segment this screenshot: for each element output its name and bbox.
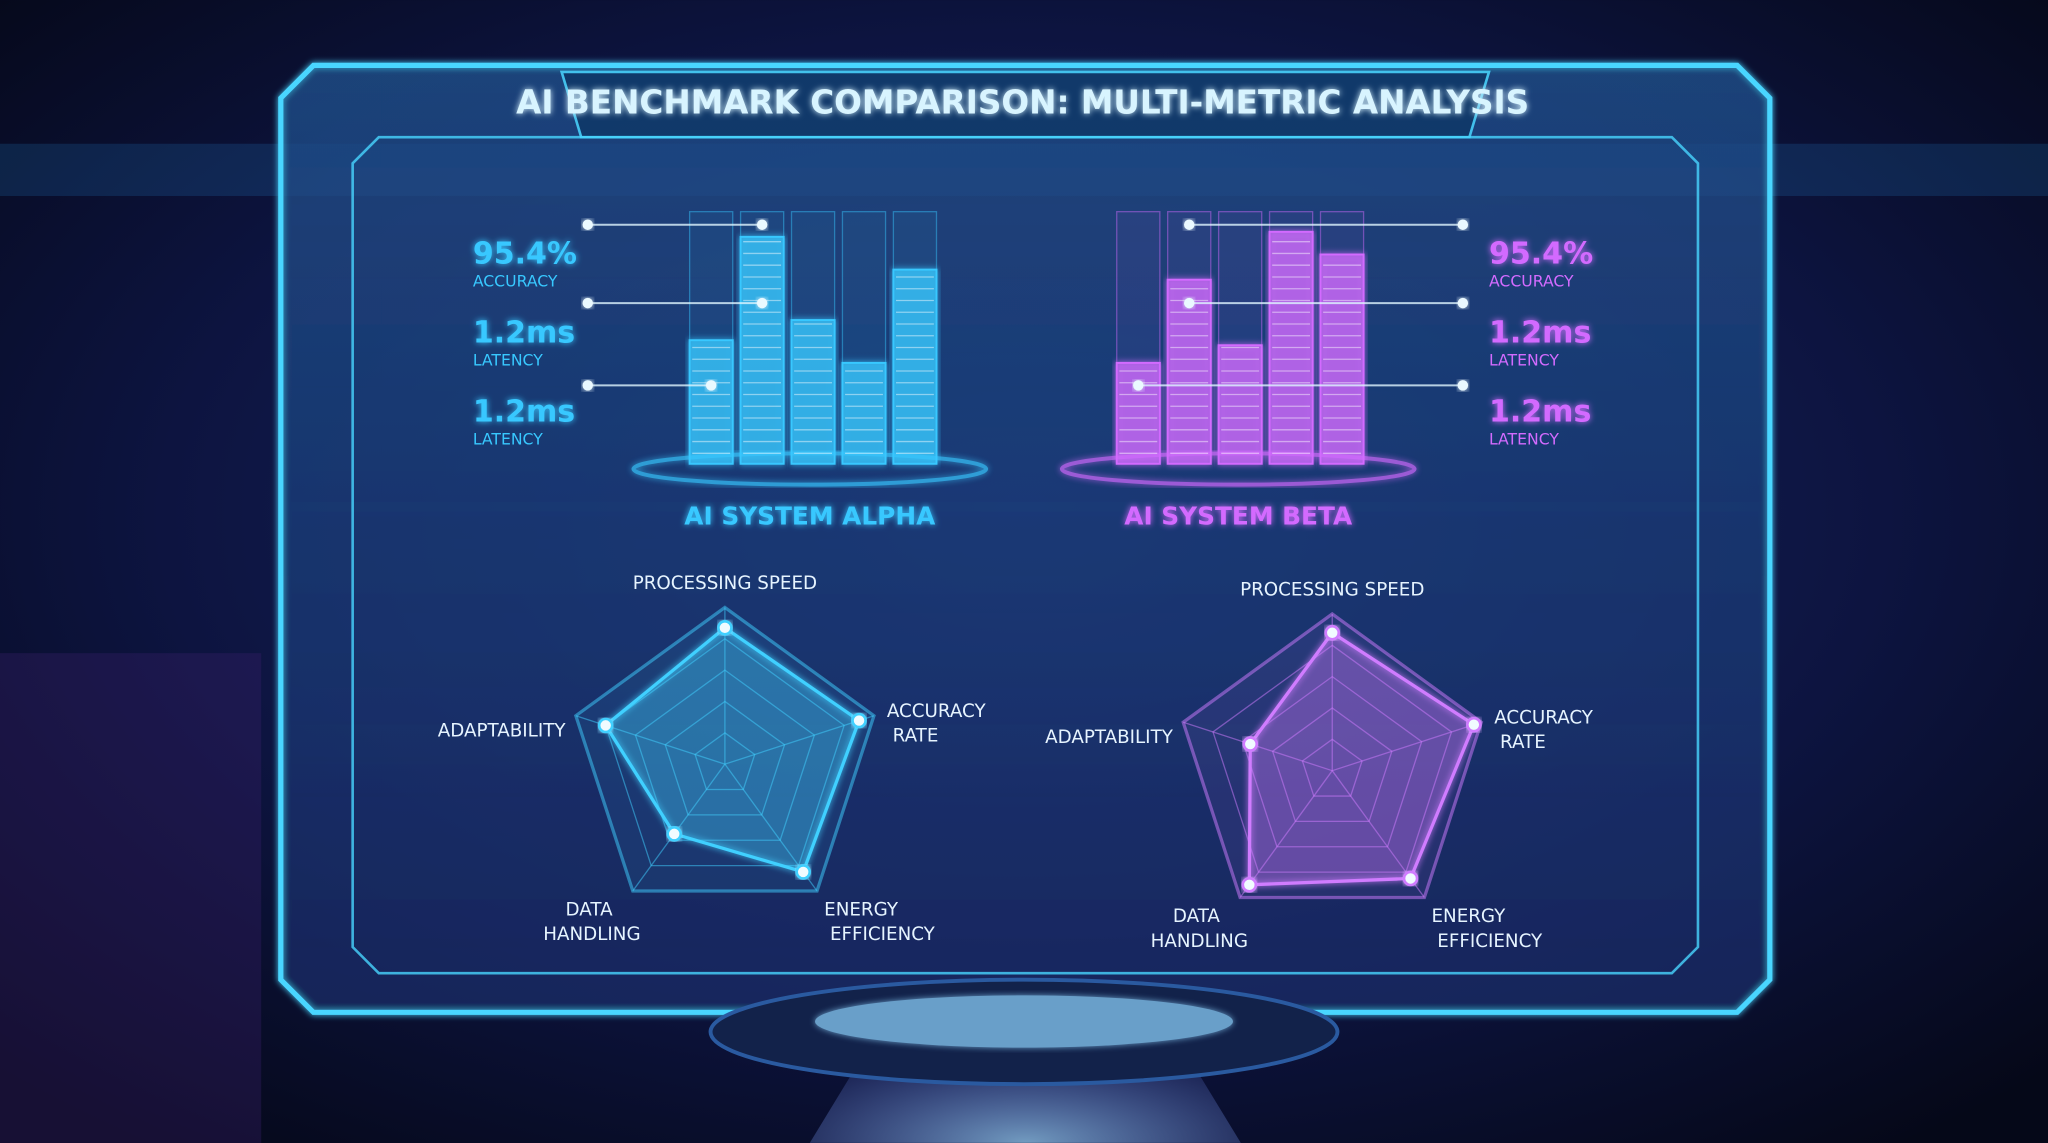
radar-point	[795, 864, 812, 880]
radar-point	[851, 712, 867, 729]
callout-dot	[1457, 297, 1469, 309]
bar	[841, 361, 887, 465]
radar-point	[1466, 716, 1482, 733]
radar-axis-label: ENERGY EFFICIENCY	[1432, 906, 1544, 952]
radar-point	[597, 717, 614, 734]
radar-point	[1402, 870, 1419, 887]
label-line: DATA	[566, 899, 614, 920]
callout-dot	[582, 380, 593, 391]
callout-dot	[705, 380, 717, 391]
radar-point	[666, 826, 683, 842]
callout-dot	[756, 297, 768, 309]
bar	[688, 339, 734, 465]
panel-inner-frame	[351, 135, 1700, 975]
radar-point	[1241, 876, 1258, 893]
callout-label: LATENCY	[1489, 430, 1559, 449]
label-line: ENERGY	[1432, 906, 1507, 927]
radar-axis-label: ADAPTABILITY	[1045, 727, 1174, 748]
callout-dot	[582, 297, 593, 309]
radar-axis-label: ACCURACY RATE	[1494, 707, 1594, 753]
radar-axis-label: PROCESSING SPEED	[633, 573, 817, 594]
radar-axis-label: PROCESSING SPEED	[1240, 579, 1424, 600]
label-line: ACCURACY	[1494, 707, 1594, 728]
callout-value: 1.2ms	[473, 315, 575, 350]
label-line: EFFICIENCY	[1432, 931, 1544, 952]
radar-axis-label: ADAPTABILITY	[438, 721, 567, 742]
bar	[1268, 230, 1314, 465]
radar-axis-label: ACCURACY RATE	[887, 701, 987, 747]
callout-label: LATENCY	[473, 430, 543, 449]
callout-dot	[1184, 219, 1195, 230]
callout-dot	[1457, 219, 1469, 230]
title-plate	[559, 70, 1491, 139]
callout-label: LATENCY	[1489, 351, 1559, 370]
radar-point	[1242, 736, 1259, 752]
page-title: AI BENCHMARK COMPARISON: MULTI-METRIC AN…	[516, 84, 1529, 122]
callout-value: 1.2ms	[1489, 394, 1591, 429]
callout-label: ACCURACY	[1489, 272, 1574, 291]
label-line: RATE	[1494, 732, 1546, 753]
bar	[739, 235, 785, 465]
callout-dot	[1457, 380, 1469, 391]
label-line: ENERGY	[824, 899, 899, 920]
callout-label: LATENCY	[473, 351, 543, 370]
radar-area	[603, 625, 862, 874]
label-line: EFFICIENCY	[824, 924, 936, 945]
left-wall-glow	[0, 653, 262, 1143]
callout-value: 1.2ms	[1489, 315, 1591, 350]
radar-axis-label: DATA HANDLING	[537, 899, 640, 945]
callout-dot	[756, 219, 768, 230]
callout-value: 95.4%	[473, 236, 577, 271]
label-line: HANDLING	[537, 924, 640, 945]
bar	[790, 319, 836, 465]
label-line: RATE	[887, 726, 939, 747]
radar-point	[1324, 624, 1341, 641]
callout-dot	[582, 219, 593, 230]
radar-axis-label: ENERGY EFFICIENCY	[824, 899, 936, 945]
radar-point	[717, 619, 733, 636]
bar	[1319, 253, 1365, 465]
chart-title: AI SYSTEM BETA	[1124, 501, 1353, 530]
label-line: HANDLING	[1145, 931, 1248, 952]
bar	[892, 268, 938, 465]
callout-dot	[1184, 297, 1195, 309]
panel-frame	[278, 62, 1773, 1015]
bar	[1217, 344, 1263, 465]
callout-value: 95.4%	[1489, 236, 1593, 271]
callout-value: 1.2ms	[473, 394, 575, 429]
radar-area	[1247, 630, 1476, 887]
bar	[1115, 361, 1161, 465]
radar-axis-label: DATA HANDLING	[1145, 906, 1248, 952]
bar	[1166, 278, 1212, 465]
label-line: DATA	[1173, 906, 1221, 927]
callout-dot	[1133, 380, 1144, 391]
chart-title: AI SYSTEM ALPHA	[684, 501, 936, 530]
callout-label: ACCURACY	[473, 272, 558, 291]
label-line: ACCURACY	[887, 701, 987, 722]
pedestal-light	[815, 995, 1233, 1048]
